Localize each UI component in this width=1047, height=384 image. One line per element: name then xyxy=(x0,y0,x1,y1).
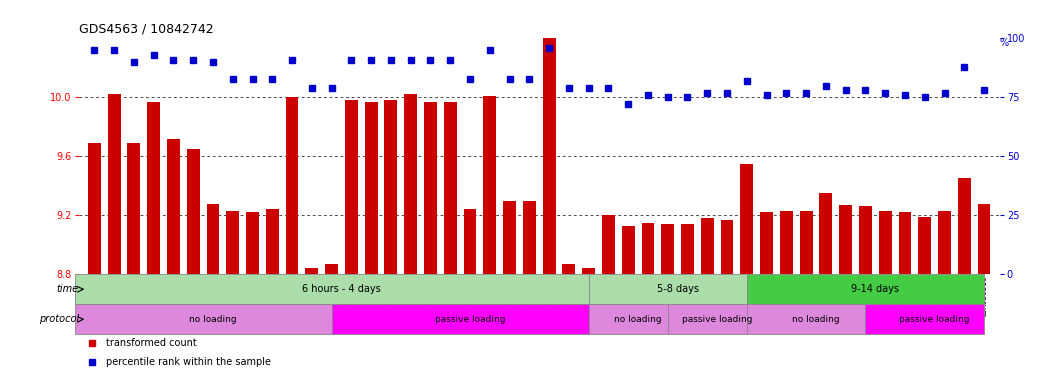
Bar xyxy=(266,209,279,274)
Bar xyxy=(700,218,714,274)
Bar xyxy=(898,212,911,274)
Text: 6 hours - 4 days: 6 hours - 4 days xyxy=(303,284,381,294)
Bar xyxy=(747,274,984,304)
Bar xyxy=(820,193,832,274)
Text: passive loading: passive loading xyxy=(435,315,506,324)
Text: passive loading: passive loading xyxy=(682,315,753,324)
Bar xyxy=(186,149,200,274)
Bar xyxy=(542,24,556,274)
Bar xyxy=(938,211,951,274)
Bar xyxy=(74,274,588,304)
Bar xyxy=(332,304,588,334)
Bar xyxy=(740,164,753,274)
Bar xyxy=(424,102,437,274)
Text: no loading: no loading xyxy=(615,315,662,324)
Bar xyxy=(918,217,931,274)
Text: 9-14 days: 9-14 days xyxy=(851,284,899,294)
Bar xyxy=(760,212,773,274)
Bar xyxy=(978,204,990,274)
Bar xyxy=(642,223,654,274)
Bar xyxy=(326,264,338,274)
Bar xyxy=(168,139,180,274)
Bar xyxy=(622,226,634,274)
Bar xyxy=(800,211,812,274)
Bar xyxy=(226,211,239,274)
Bar xyxy=(404,94,417,274)
Bar xyxy=(344,100,358,274)
Bar xyxy=(602,215,615,274)
Bar xyxy=(484,96,496,274)
Bar xyxy=(668,304,747,334)
Bar xyxy=(306,268,318,274)
Bar xyxy=(286,98,298,274)
Bar xyxy=(364,102,378,274)
Bar xyxy=(504,200,516,274)
Bar xyxy=(866,304,984,334)
Bar xyxy=(206,204,220,274)
Text: time: time xyxy=(57,284,79,294)
Bar xyxy=(384,100,398,274)
Text: percentile rank within the sample: percentile rank within the sample xyxy=(106,357,271,367)
Text: GDS4563 / 10842742: GDS4563 / 10842742 xyxy=(79,23,214,36)
Text: protocol: protocol xyxy=(39,314,79,324)
Bar xyxy=(582,268,595,274)
Text: transformed count: transformed count xyxy=(106,338,197,348)
Bar xyxy=(108,94,120,274)
Text: 5-8 days: 5-8 days xyxy=(656,284,698,294)
Bar xyxy=(74,304,332,334)
Bar xyxy=(588,274,747,304)
Bar xyxy=(88,143,101,274)
Bar xyxy=(562,264,575,274)
Text: no loading: no loading xyxy=(190,315,237,324)
Bar xyxy=(747,304,866,334)
Bar xyxy=(859,207,872,274)
Bar xyxy=(878,211,892,274)
Bar xyxy=(588,304,668,334)
Bar xyxy=(128,143,140,274)
Text: %: % xyxy=(1000,38,1009,48)
Bar xyxy=(780,211,793,274)
Bar xyxy=(681,224,694,274)
Bar xyxy=(444,102,456,274)
Bar xyxy=(522,200,536,274)
Text: passive loading: passive loading xyxy=(899,315,970,324)
Bar xyxy=(840,205,852,274)
Text: no loading: no loading xyxy=(793,315,840,324)
Bar xyxy=(246,212,259,274)
Bar xyxy=(464,209,476,274)
Bar xyxy=(720,220,734,274)
Bar xyxy=(958,179,971,274)
Bar xyxy=(662,224,674,274)
Bar xyxy=(148,102,160,274)
